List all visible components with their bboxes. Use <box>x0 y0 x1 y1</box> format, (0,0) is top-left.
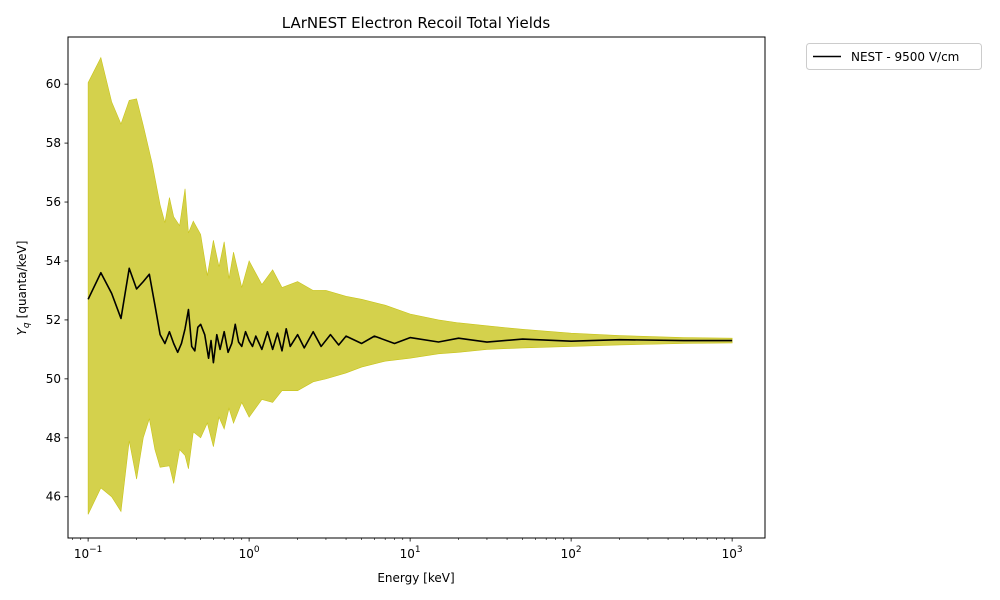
y-tick-label: 60 <box>46 77 61 91</box>
confidence-band <box>87 56 733 515</box>
x-tick-label: 102 <box>561 545 582 561</box>
legend-label: NEST - 9500 V/cm <box>851 50 959 64</box>
y-tick-label: 52 <box>46 313 61 327</box>
y-tick-label: 54 <box>46 254 61 268</box>
chart-title: LArNEST Electron Recoil Total Yields <box>282 14 551 32</box>
y-axis-title-units: [quanta/keV] <box>15 241 29 319</box>
x-axis-title: Energy [keV] <box>377 571 454 585</box>
y-tick-label: 56 <box>46 195 61 209</box>
y-axis-title: Yq [quanta/keV] <box>15 241 32 336</box>
series-line-group <box>87 267 733 364</box>
y-tick-label: 46 <box>46 490 61 504</box>
x-axis-ticks: 10−1 100 101 102 103 <box>72 538 743 561</box>
x-tick-label: 10−1 <box>74 545 103 561</box>
series-line-nest <box>87 267 733 364</box>
y-axis-title-subscript: q <box>22 322 32 328</box>
y-axis-title-symbol: Y <box>15 326 29 335</box>
x-tick-label: 101 <box>400 545 421 561</box>
plot-area-frame <box>67 36 766 539</box>
y-tick-label: 48 <box>46 431 61 445</box>
legend: NEST - 9500 V/cm <box>806 43 982 70</box>
legend-box <box>806 43 982 70</box>
y-axis-ticks: 46 48 50 52 54 56 58 60 <box>46 77 68 504</box>
x-tick-label: 100 <box>239 545 260 561</box>
y-tick-label: 50 <box>46 372 61 386</box>
confidence-band-group <box>87 56 733 515</box>
y-tick-label: 58 <box>46 136 61 150</box>
x-tick-label: 103 <box>722 545 743 561</box>
